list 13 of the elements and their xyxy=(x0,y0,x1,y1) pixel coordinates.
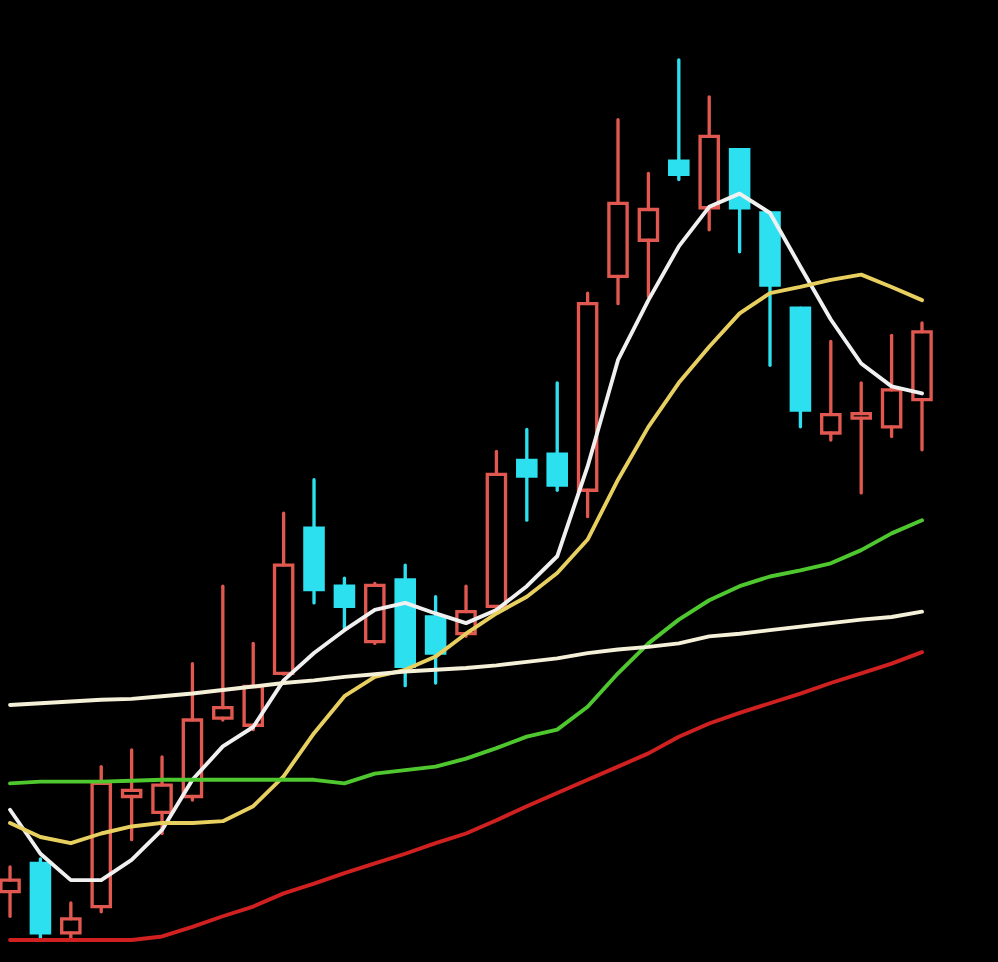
candlestick xyxy=(0,865,21,918)
candlestick xyxy=(698,95,720,232)
candlestick xyxy=(911,321,933,452)
candlestick xyxy=(850,381,872,495)
candlestick xyxy=(607,118,629,306)
candlestick xyxy=(424,595,447,685)
candlestick xyxy=(516,427,538,522)
candlestick xyxy=(151,755,173,836)
candlestick xyxy=(303,478,325,605)
candlestick xyxy=(637,171,660,299)
candlestick xyxy=(120,748,143,842)
candlestick xyxy=(333,576,356,632)
candlestick xyxy=(364,581,386,646)
